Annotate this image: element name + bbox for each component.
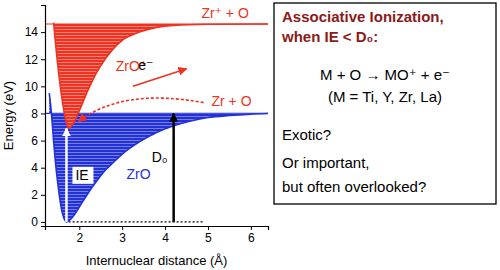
limit-label: Zr + O <box>212 93 252 109</box>
well-area <box>54 23 268 129</box>
tick: 2 <box>31 188 45 202</box>
axis-line <box>41 6 46 227</box>
tick-label: 6 <box>31 134 38 148</box>
tick-mark <box>41 141 45 142</box>
tick: 2 <box>76 226 83 245</box>
tick: 6 <box>248 226 255 245</box>
chart: 2 3 4 5 6 0 2 4 6 8 10 12 14 Internuclear distance (Å… <box>0 0 500 270</box>
tick-label: 2 <box>31 188 38 202</box>
annotation-label: D₀ <box>152 149 168 165</box>
tick-mark <box>41 32 45 33</box>
energy-arrow <box>172 113 175 221</box>
tick-label: 8 <box>31 107 38 121</box>
tick: 3 <box>119 226 126 245</box>
tick: 0 <box>31 215 45 229</box>
tick: 5 <box>205 226 212 245</box>
tick-label: 4 <box>31 161 38 175</box>
tick: 4 <box>162 226 169 245</box>
potential-curve <box>49 93 268 222</box>
tick-mark <box>41 113 45 114</box>
tick-mark <box>79 226 80 230</box>
annotation-label: IE <box>75 167 88 183</box>
label-background <box>72 167 93 184</box>
text-box-question: but often overlooked? <box>282 178 426 195</box>
limit-label: Zr⁺ + O <box>201 5 249 21</box>
tick-label: 5 <box>205 231 212 245</box>
x-axis: 2 3 4 5 6 <box>46 226 269 245</box>
tick-mark <box>165 226 166 230</box>
tick: 14 <box>25 25 45 39</box>
tick: 8 <box>31 107 45 121</box>
tick-label: 3 <box>119 231 126 245</box>
tick-label: 2 <box>76 231 83 245</box>
tick-mark <box>41 168 45 169</box>
tick-label: 0 <box>31 215 38 229</box>
plot-area <box>45 23 268 222</box>
tick-mark <box>41 195 45 196</box>
axis-line <box>46 227 269 231</box>
x-axis-title: Internuclear distance (Å) <box>86 253 228 268</box>
tick-label: 4 <box>162 231 169 245</box>
baseline <box>69 221 204 222</box>
tick-mark <box>122 226 123 230</box>
tick-mark <box>41 222 45 223</box>
energy-arrow <box>65 128 68 222</box>
text-box-frame <box>274 3 496 204</box>
tick: 10 <box>25 80 45 94</box>
approach-arrow <box>78 98 203 122</box>
tick-label: 6 <box>248 231 255 245</box>
y-axis-title: Energy (eV) <box>1 81 16 150</box>
tick-label: 12 <box>25 53 39 67</box>
tick-label: 14 <box>25 25 39 39</box>
y-axis: 0 2 4 6 8 10 12 14 <box>25 6 46 230</box>
tick-label: 10 <box>25 80 39 94</box>
well-area <box>49 93 268 222</box>
tick: 6 <box>31 134 45 148</box>
text-box-note: (M = Ti, Y, Zr, La) <box>328 88 442 105</box>
tick-mark <box>208 226 209 230</box>
text-box-question: Exotic? <box>282 126 331 143</box>
annotation-label: e⁻ <box>138 57 153 73</box>
tick: 4 <box>31 161 45 175</box>
series-label: ZrO <box>126 166 150 182</box>
text-box-equation: M + O → MO⁺ + e⁻ <box>320 66 450 83</box>
text-box-title: when IE < D₀: <box>281 28 378 45</box>
text-box-title: Associative Ionization, <box>282 8 444 25</box>
tick: 12 <box>25 53 45 67</box>
tick-mark <box>41 59 45 60</box>
text-box-question: Or important, <box>282 154 370 171</box>
tick-mark <box>251 226 252 230</box>
tick-mark <box>41 86 45 87</box>
potential-curve <box>54 23 268 129</box>
